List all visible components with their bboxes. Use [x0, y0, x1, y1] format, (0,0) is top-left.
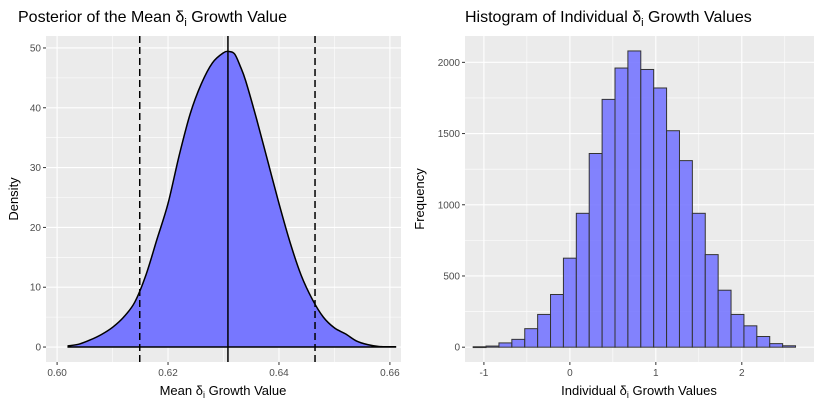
histogram-bar [691, 212, 706, 348]
histogram-bar [704, 254, 719, 348]
histogram-x-tick-label: 0 [567, 368, 573, 379]
density-curve [67, 50, 397, 348]
density-y-tick-label: 40 [30, 103, 42, 114]
histogram-bar [782, 345, 797, 348]
histogram-bar [614, 67, 629, 348]
histogram-x-tick-label: 1 [653, 368, 659, 379]
histogram-x-axis-label: Individual δi Growth Values [561, 383, 717, 400]
histogram-bar [653, 87, 668, 348]
density-y-tick-label: 20 [30, 223, 42, 234]
histogram-bar [511, 338, 526, 348]
histogram-bar [666, 130, 680, 348]
histogram-bar [575, 212, 590, 348]
density-x-tick-label: 0.64 [269, 368, 289, 379]
histogram-bar [743, 325, 758, 348]
histogram-bar [524, 328, 539, 348]
histogram-y-tick-label: 1000 [438, 200, 461, 211]
density-x-tick-label: 0.60 [47, 368, 67, 379]
histogram-bar [588, 152, 603, 348]
histogram-x-tick-label: 2 [739, 368, 745, 379]
histogram-bar [562, 257, 577, 348]
histogram-bar [717, 289, 732, 348]
density-x-axis-label: Mean δi Growth Value [160, 383, 287, 400]
histogram-x-axis: -1 0 1 2 [479, 362, 745, 379]
histogram-bar [485, 345, 500, 348]
histogram-y-tick-label: 500 [443, 271, 460, 282]
density-panel: Posterior of the Mean δi Growth Value 0.… [6, 9, 401, 400]
histogram-bar [678, 160, 693, 348]
histogram-title: Histogram of Individual δi Growth Values [465, 9, 752, 29]
density-y-tick-label: 0 [35, 343, 41, 354]
density-title: Posterior of the Mean δi Growth Value [18, 9, 287, 29]
histogram-bars [472, 50, 797, 349]
density-y-tick-label: 10 [30, 283, 42, 294]
density-x-axis: 0.60 0.62 0.64 0.66 [47, 362, 400, 379]
histogram-y-tick-label: 0 [454, 343, 460, 354]
histogram-y-tick-label: 1500 [438, 129, 461, 140]
density-y-tick-label: 30 [30, 163, 42, 174]
histogram-bar [472, 346, 487, 349]
histogram-panel: Histogram of Individual δi Growth Values… [412, 9, 814, 400]
histogram-bar [601, 98, 616, 348]
histogram-bar [550, 293, 564, 348]
histogram-x-tick-label: -1 [479, 368, 488, 379]
histogram-bar [730, 313, 745, 348]
histogram-bar [627, 50, 642, 348]
histogram-y-axis-label: Frequency [412, 168, 427, 230]
density-reference-lines [138, 36, 316, 362]
histogram-bar [640, 68, 655, 348]
histogram-y-tick-label: 2000 [438, 58, 461, 69]
density-y-tick-label: 50 [30, 43, 42, 54]
density-y-axis: 0 10 20 30 40 50 [30, 43, 46, 354]
histogram-bar [498, 342, 513, 348]
histogram-bar [537, 313, 552, 348]
density-x-tick-label: 0.62 [158, 368, 178, 379]
histogram-bar [756, 336, 771, 348]
density-y-axis-label: Density [6, 177, 21, 221]
density-x-tick-label: 0.66 [380, 368, 400, 379]
histogram-y-axis: 0 500 1000 1500 2000 [438, 58, 465, 354]
histogram-bar [769, 343, 784, 348]
